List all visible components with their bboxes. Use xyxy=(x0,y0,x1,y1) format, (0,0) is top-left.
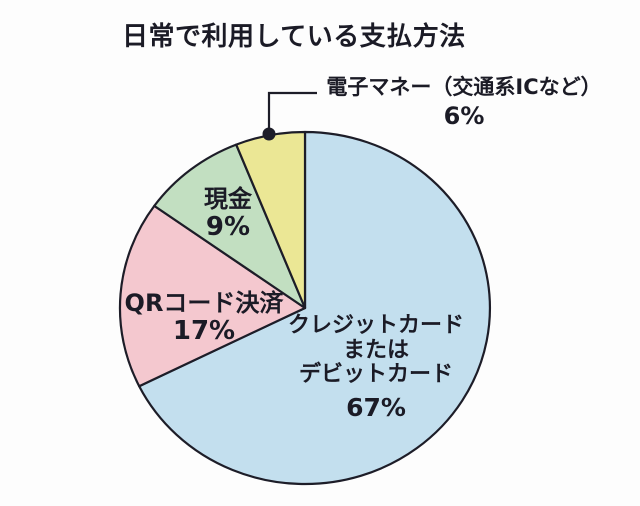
label-qr: QRコード決済 17% xyxy=(104,290,304,346)
label-cash-name: 現金 xyxy=(204,185,252,213)
chart-title: 日常で利用している支払方法 xyxy=(122,22,466,52)
label-credit-line3: デビットカード xyxy=(298,362,453,388)
label-credit-line2: または xyxy=(342,337,409,363)
label-credit-pct: 67% xyxy=(346,392,406,422)
label-emoney-pct: 6% xyxy=(443,101,485,130)
pie-slice-0 xyxy=(138,130,492,486)
pie-slice-2 xyxy=(153,143,307,310)
callout-dot xyxy=(262,127,276,141)
label-cash: 現金 9% xyxy=(158,186,298,242)
label-emoney-name: 電子マネー（交通系ICなど） xyxy=(326,75,602,99)
label-qr-name: QRコード決済 xyxy=(124,289,284,317)
label-emoney: 電子マネー（交通系ICなど） 6% xyxy=(318,75,610,130)
label-credit: クレジットカード または デビットカード 67% xyxy=(280,313,472,422)
callout-leader-line xyxy=(267,91,317,134)
pie-slice-1 xyxy=(118,204,307,388)
label-qr-pct: 17% xyxy=(172,315,236,346)
label-credit-line1: クレジットカード xyxy=(287,313,464,338)
label-cash-pct: 9% xyxy=(205,211,251,242)
